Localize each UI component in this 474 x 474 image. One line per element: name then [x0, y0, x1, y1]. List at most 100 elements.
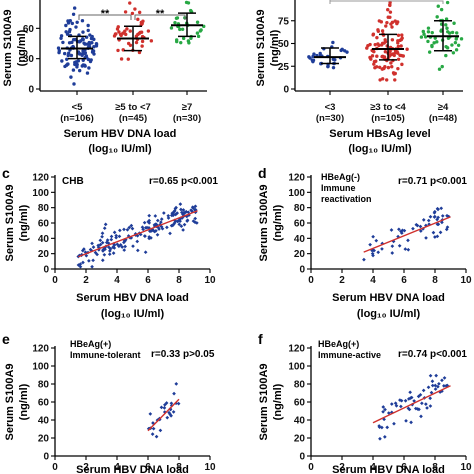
- data-point: [179, 207, 183, 212]
- data-point: [109, 237, 114, 242]
- fit-line: [363, 216, 451, 253]
- data-point: [436, 384, 440, 389]
- panel-letter: c: [2, 165, 10, 181]
- data-point: [400, 33, 404, 37]
- data-point: [82, 41, 86, 45]
- data-point: [66, 19, 70, 23]
- data-point: [125, 27, 129, 31]
- data-point: [91, 258, 95, 263]
- data-point: [385, 20, 389, 25]
- data-point: [90, 241, 94, 246]
- data-point: [399, 53, 404, 58]
- data-point: [396, 44, 401, 49]
- data-point: [416, 394, 421, 399]
- data-point: [174, 205, 178, 210]
- data-point: [70, 21, 75, 26]
- data-point: [135, 239, 140, 244]
- data-point: [137, 50, 142, 55]
- data-point: [165, 225, 169, 230]
- data-point: [383, 49, 388, 54]
- data-point: [437, 67, 442, 71]
- data-point: [424, 402, 428, 406]
- data-point: [141, 19, 145, 23]
- category-count: (n=45): [119, 113, 147, 124]
- x-tick-label: 2: [339, 462, 345, 473]
- data-point: [427, 50, 432, 54]
- data-point: [142, 220, 147, 225]
- y-tick-label: 40: [38, 234, 50, 245]
- data-point: [56, 46, 61, 50]
- data-point: [131, 244, 135, 249]
- data-point: [378, 78, 382, 82]
- x-axis-title: (log₁₀ IU/ml): [348, 143, 412, 155]
- data-point: [399, 37, 404, 42]
- data-point: [116, 48, 120, 53]
- data-point: [400, 62, 404, 67]
- data-point: [368, 242, 372, 247]
- data-point: [134, 40, 139, 45]
- data-point: [111, 245, 115, 250]
- data-point: [179, 40, 183, 45]
- data-point: [411, 226, 415, 231]
- data-point: [333, 58, 337, 62]
- data-point: [136, 17, 140, 22]
- data-point: [451, 51, 456, 55]
- data-point: [370, 251, 375, 256]
- y-axis-title: (ng/ml): [272, 204, 284, 241]
- data-point: [396, 66, 400, 71]
- x-tick-label: 0: [52, 275, 58, 286]
- data-point: [371, 49, 375, 53]
- data-point: [456, 43, 461, 47]
- x-tick-label: 4: [370, 462, 376, 473]
- data-point: [72, 82, 76, 86]
- data-point: [388, 0, 392, 5]
- data-point: [115, 242, 120, 247]
- data-point: [388, 10, 393, 14]
- y-tick-label: 80: [38, 380, 50, 391]
- panel-annotation: HBeAg(+): [70, 339, 111, 349]
- data-point: [91, 245, 96, 249]
- data-point: [446, 30, 450, 34]
- data-point: [390, 38, 395, 42]
- data-point: [81, 63, 86, 67]
- data-point: [403, 398, 408, 403]
- data-point: [151, 426, 156, 431]
- data-point: [178, 202, 183, 206]
- data-point: [185, 218, 190, 223]
- data-point: [397, 243, 402, 248]
- y-tick-label: 0: [299, 265, 305, 276]
- data-point: [445, 213, 449, 218]
- data-point: [169, 223, 174, 228]
- data-point: [155, 232, 160, 237]
- data-point: [403, 247, 408, 251]
- data-point: [114, 32, 118, 36]
- data-point: [444, 53, 448, 58]
- data-point: [69, 53, 74, 58]
- data-point: [426, 30, 431, 34]
- data-point: [453, 40, 458, 45]
- data-point: [439, 7, 444, 12]
- data-point: [430, 383, 435, 388]
- y-tick-label: 120: [32, 344, 49, 355]
- panel-letter: e: [2, 331, 10, 347]
- y-axis-title: (ng/ml): [269, 29, 281, 66]
- data-point: [435, 234, 440, 239]
- data-point: [390, 65, 394, 69]
- category-label: ≥4: [438, 102, 449, 113]
- data-point: [159, 217, 164, 221]
- y-tick-label: 60: [294, 219, 306, 230]
- data-point: [67, 41, 72, 45]
- data-point: [374, 238, 379, 243]
- data-point: [120, 245, 125, 249]
- data-point: [74, 60, 79, 64]
- data-point: [85, 42, 90, 46]
- data-point: [435, 217, 439, 222]
- data-point: [171, 213, 176, 218]
- data-point: [372, 60, 377, 64]
- y-axis-title: (ng/ml): [272, 383, 284, 420]
- data-point: [169, 26, 174, 30]
- data-point: [421, 388, 426, 393]
- data-point: [171, 410, 176, 414]
- data-point: [100, 234, 104, 239]
- data-point: [90, 34, 94, 39]
